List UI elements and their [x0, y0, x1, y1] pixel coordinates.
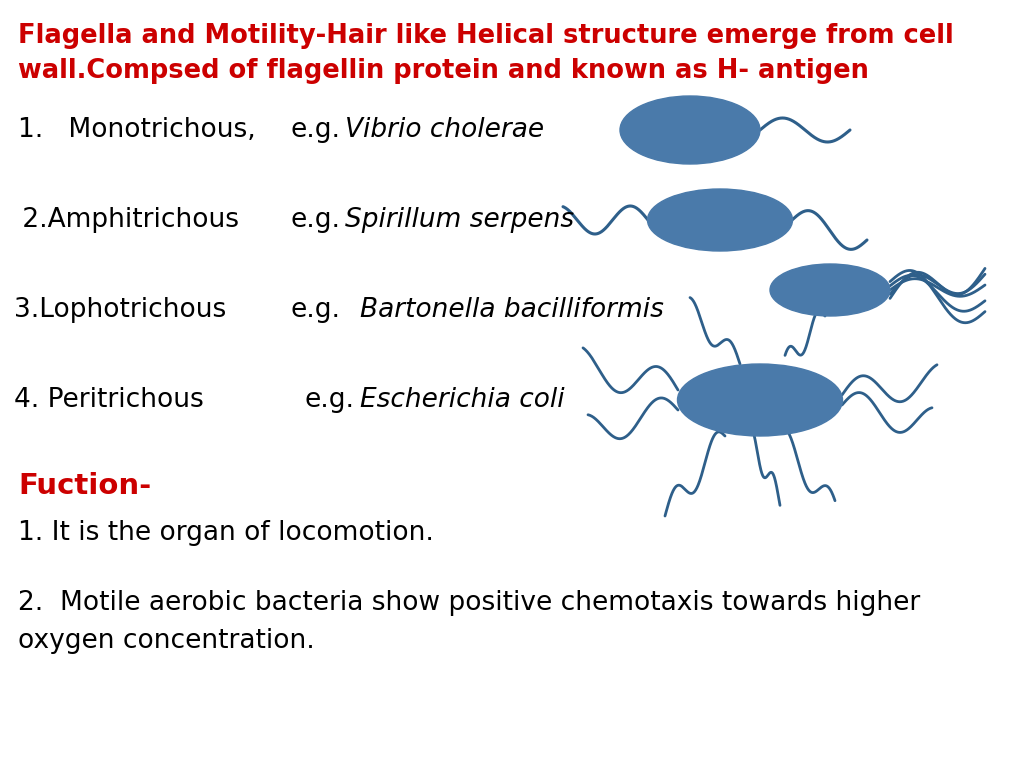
Text: e.g.: e.g. — [290, 207, 340, 233]
Ellipse shape — [647, 189, 793, 251]
Text: 4. Peritrichous: 4. Peritrichous — [14, 387, 204, 413]
Text: e.g.: e.g. — [290, 117, 340, 143]
Ellipse shape — [620, 96, 760, 164]
Text: Bartonella bacilliformis: Bartonella bacilliformis — [360, 297, 664, 323]
Text: 2.Amphitrichous: 2.Amphitrichous — [14, 207, 239, 233]
Text: 3.Lophotrichous: 3.Lophotrichous — [14, 297, 226, 323]
Text: Escherichia coli: Escherichia coli — [360, 387, 564, 413]
Text: 2.  Motile aerobic bacteria show positive chemotaxis towards higher: 2. Motile aerobic bacteria show positive… — [18, 590, 921, 616]
Text: 1.   Monotrichous,: 1. Monotrichous, — [18, 117, 256, 143]
Ellipse shape — [678, 364, 843, 436]
Text: 1. It is the organ of locomotion.: 1. It is the organ of locomotion. — [18, 520, 434, 546]
Text: e.g.: e.g. — [290, 297, 340, 323]
Text: wall.Compsed of flagellin protein and known as H- antigen: wall.Compsed of flagellin protein and kn… — [18, 58, 869, 84]
Ellipse shape — [770, 264, 890, 316]
Text: oxygen concentration.: oxygen concentration. — [18, 628, 314, 654]
Text: Vibrio cholerae: Vibrio cholerae — [345, 117, 544, 143]
Text: Flagella and Motility-Hair like Helical structure emerge from cell: Flagella and Motility-Hair like Helical … — [18, 23, 953, 49]
Text: Fuction-: Fuction- — [18, 472, 152, 500]
Text: e.g.: e.g. — [305, 387, 355, 413]
Text: Spirillum serpens: Spirillum serpens — [345, 207, 574, 233]
